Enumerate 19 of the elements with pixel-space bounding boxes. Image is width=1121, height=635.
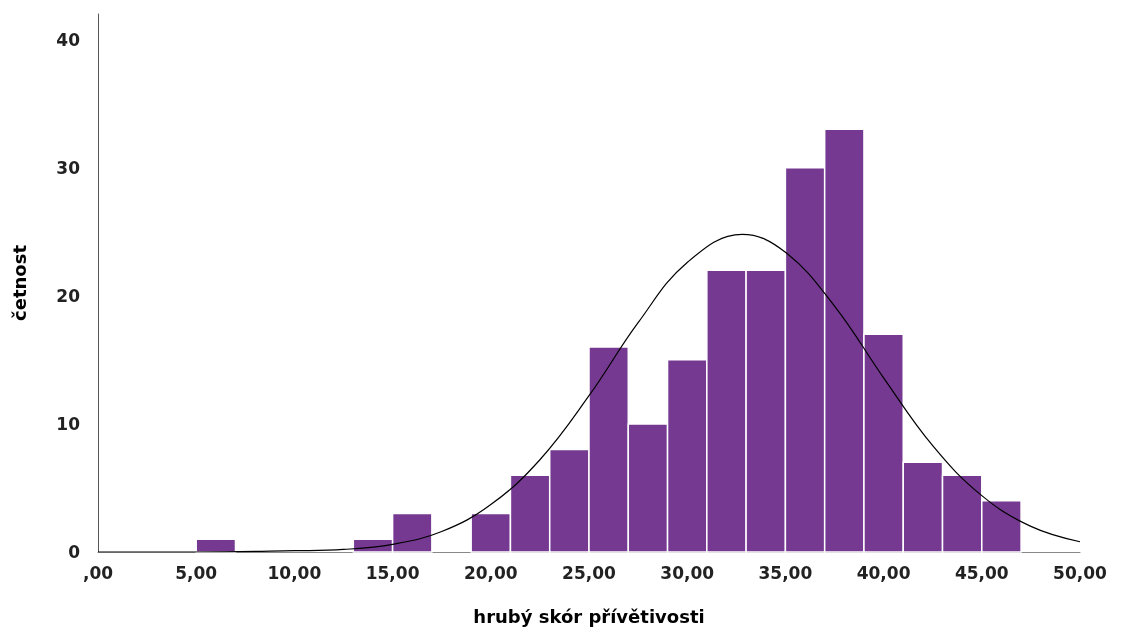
y-axis-title: četnost	[8, 244, 30, 321]
y-tick-label: 20	[56, 285, 81, 306]
y-tick-label: 40	[56, 29, 81, 50]
x-tick-label: 35,00	[758, 562, 813, 583]
x-tick-label: 45,00	[954, 562, 1009, 583]
x-axis-title: hrubý skór přívětivosti	[473, 605, 705, 627]
line-series	[97, 233, 1081, 553]
x-tick-label: 50,00	[1053, 562, 1108, 583]
x-tick-label: 15,00	[365, 562, 420, 583]
y-tick-label: 0	[68, 542, 81, 562]
x-tick-label: 25,00	[562, 562, 617, 583]
x-tick-label: 10,00	[267, 562, 322, 583]
y-tick-label: 10	[56, 413, 81, 434]
x-tick-label: 40,00	[856, 562, 911, 583]
x-tick-label: 20,00	[463, 562, 518, 583]
y-tick-label: 30	[56, 157, 81, 178]
x-tick-label: 5,00	[175, 562, 218, 583]
x-tick-label: 30,00	[660, 562, 715, 583]
x-tick-label: ,00	[82, 562, 114, 583]
